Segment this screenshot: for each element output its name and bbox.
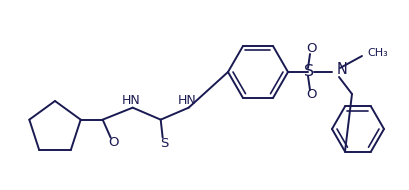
Text: HN: HN xyxy=(121,94,140,107)
Text: S: S xyxy=(303,64,313,79)
Text: O: O xyxy=(306,89,317,101)
Text: CH₃: CH₃ xyxy=(366,48,387,58)
Text: S: S xyxy=(160,137,169,150)
Text: O: O xyxy=(306,43,317,55)
Text: N: N xyxy=(336,63,347,78)
Text: O: O xyxy=(108,136,119,149)
Text: HN: HN xyxy=(177,94,196,107)
